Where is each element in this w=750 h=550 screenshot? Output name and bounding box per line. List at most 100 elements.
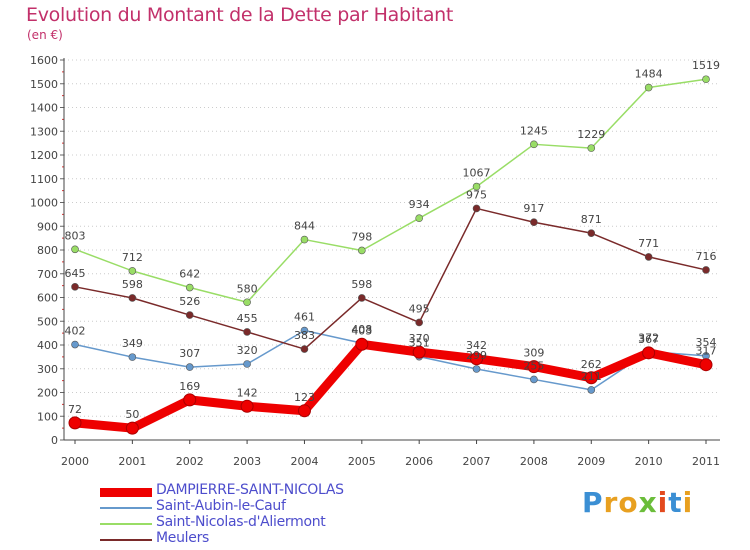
data-point: [71, 283, 79, 291]
data-label: 142: [237, 386, 258, 399]
data-label: 455: [237, 312, 258, 325]
series-line: [74, 78, 707, 303]
data-point: [587, 386, 596, 394]
data-point: [527, 360, 541, 374]
data-label: 342: [466, 339, 487, 352]
brand-logo: Proxiti: [582, 486, 693, 519]
y-tick-label: 900: [37, 220, 58, 233]
data-point: [415, 318, 423, 327]
data-point: [644, 83, 653, 92]
data-label: 844: [294, 220, 315, 233]
y-tick-label: 300: [37, 363, 58, 376]
data-point: [412, 345, 426, 359]
data-label: 580: [237, 282, 258, 295]
data-point: [642, 346, 656, 360]
y-tick-label: 1000: [30, 197, 58, 210]
data-label: 367: [638, 333, 659, 346]
legend-item: Saint-Aubin-le-Cauf: [100, 498, 460, 516]
data-point: [300, 326, 309, 335]
data-label: 526: [179, 295, 200, 308]
legend-label: DAMPIERRE-SAINT-NICOLAS: [156, 482, 344, 498]
series-line: [74, 329, 707, 391]
data-point: [644, 253, 653, 261]
legend-label: Meulers: [156, 530, 210, 546]
y-tick-label: 1600: [30, 54, 58, 67]
x-tick-label: 2009: [577, 455, 605, 468]
data-label: 372: [638, 332, 659, 345]
data-label: 712: [122, 251, 143, 264]
data-label: 123: [294, 391, 315, 404]
data-point: [530, 218, 538, 227]
x-tick-label: 2005: [348, 455, 376, 468]
data-point: [415, 214, 423, 222]
data-point: [300, 345, 309, 353]
data-label: 871: [581, 213, 602, 226]
unit-label: (en €): [27, 28, 63, 42]
data-label: 598: [122, 278, 143, 291]
series-line: [70, 339, 711, 433]
brand-letter: r: [603, 486, 619, 519]
data-point: [530, 140, 538, 149]
y-tick-label: 0: [51, 434, 58, 447]
data-label: 169: [179, 380, 200, 393]
data-label: 642: [179, 268, 200, 281]
data-point: [587, 229, 596, 237]
chart-title: Evolution du Montant de la Dette par Hab…: [26, 4, 454, 26]
data-label: 370: [409, 332, 430, 345]
legend-swatch: [100, 523, 152, 525]
data-label: 495: [409, 302, 430, 315]
x-tick-label: 2001: [118, 455, 146, 468]
data-label: 309: [523, 347, 544, 360]
x-tick-label: 2004: [290, 455, 318, 468]
brand-letter: o: [618, 486, 639, 519]
data-label: 645: [65, 267, 86, 280]
data-point: [243, 360, 251, 368]
data-point: [470, 352, 484, 366]
data-point: [358, 294, 366, 302]
brand-letter: t: [668, 486, 683, 519]
x-tick-label: 2006: [405, 455, 433, 468]
x-tick-label: 2011: [692, 455, 720, 468]
y-tick-label: 1300: [30, 125, 58, 138]
y-tick-label: 1500: [30, 78, 58, 91]
data-label: 299: [466, 349, 487, 362]
data-label: 403: [351, 324, 372, 337]
legend: DAMPIERRE-SAINT-NICOLAS Saint-Aubin-le-Ca…: [100, 482, 460, 548]
data-point: [71, 340, 79, 349]
data-point: [587, 144, 596, 152]
data-point: [355, 337, 369, 351]
data-point: [185, 363, 194, 371]
data-point: [584, 371, 598, 385]
legend-swatch: [100, 507, 152, 509]
data-point: [472, 365, 481, 373]
data-point: [530, 375, 538, 384]
brand-letter: P: [582, 486, 604, 519]
data-label: 320: [237, 344, 258, 357]
data-point: [358, 246, 366, 255]
data-label: 1519: [692, 59, 720, 72]
data-point: [185, 311, 194, 319]
data-label: 402: [65, 325, 86, 338]
data-label: 803: [65, 229, 86, 242]
data-label: 354: [696, 336, 717, 349]
y-tick-label: 200: [37, 387, 58, 400]
data-label: 1245: [520, 124, 548, 137]
x-tick-label: 2010: [635, 455, 663, 468]
data-point: [699, 358, 713, 372]
y-tick-label: 400: [37, 339, 58, 352]
x-tick-label: 2000: [61, 455, 89, 468]
data-label: 798: [351, 230, 372, 243]
x-tick-label: 2008: [520, 455, 548, 468]
legend-item: DAMPIERRE-SAINT-NICOLAS: [100, 482, 460, 500]
data-point: [128, 294, 137, 302]
data-label: 211: [581, 370, 602, 383]
data-label: 408: [351, 323, 372, 336]
y-tick-label: 600: [37, 292, 58, 305]
data-label: 307: [179, 347, 200, 360]
y-tick-label: 100: [37, 410, 58, 423]
data-point: [472, 182, 481, 191]
data-label: 917: [523, 202, 544, 215]
data-point: [243, 298, 251, 307]
